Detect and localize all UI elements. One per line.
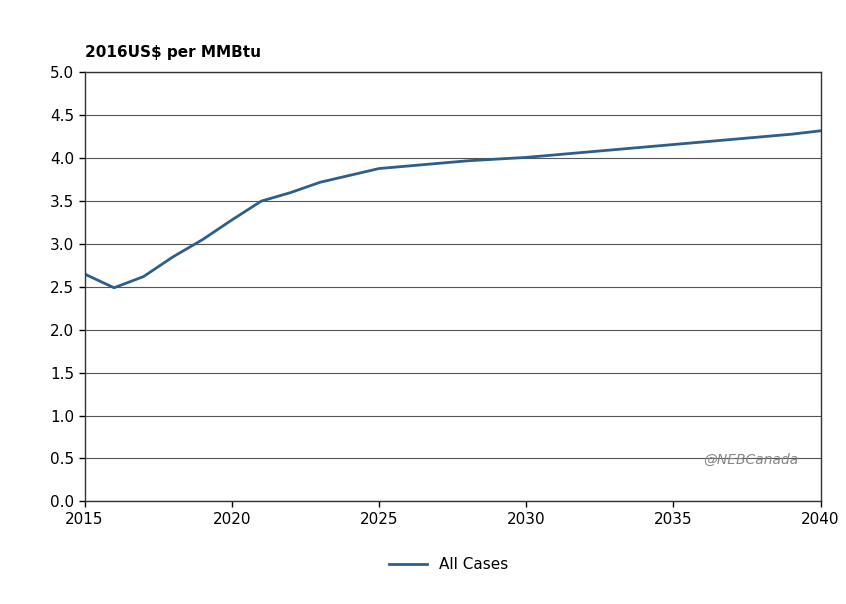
All Cases bbox=[668, 141, 678, 148]
All Cases bbox=[344, 172, 354, 179]
All Cases bbox=[315, 179, 325, 186]
All Cases bbox=[698, 138, 708, 146]
All Cases bbox=[139, 273, 149, 280]
All Cases bbox=[256, 198, 266, 205]
All Cases bbox=[609, 146, 619, 153]
All Cases bbox=[197, 236, 207, 243]
All Cases bbox=[433, 160, 443, 167]
Text: 2016US$ per MMBtu: 2016US$ per MMBtu bbox=[85, 45, 261, 60]
All Cases bbox=[521, 154, 531, 161]
Text: @NEBCanada: @NEBCanada bbox=[703, 453, 799, 467]
All Cases bbox=[404, 162, 414, 170]
All Cases bbox=[728, 136, 738, 143]
All Cases bbox=[816, 127, 826, 135]
Line: All Cases: All Cases bbox=[85, 131, 821, 288]
All Cases bbox=[109, 284, 119, 291]
All Cases bbox=[286, 189, 296, 196]
Legend: All Cases: All Cases bbox=[382, 551, 514, 578]
All Cases bbox=[639, 144, 649, 151]
All Cases bbox=[168, 253, 178, 260]
All Cases bbox=[551, 151, 561, 158]
All Cases bbox=[80, 271, 90, 278]
All Cases bbox=[374, 165, 384, 172]
All Cases bbox=[580, 149, 591, 156]
All Cases bbox=[462, 157, 472, 164]
All Cases bbox=[227, 216, 237, 223]
All Cases bbox=[786, 130, 796, 138]
All Cases bbox=[756, 133, 766, 140]
All Cases bbox=[492, 155, 502, 162]
